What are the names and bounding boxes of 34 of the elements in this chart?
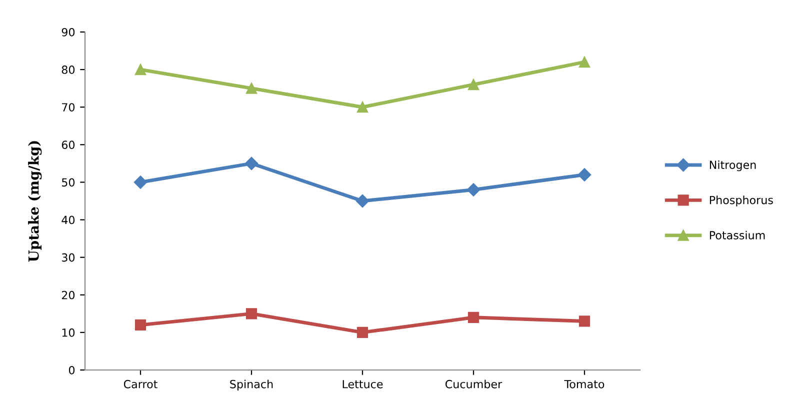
y-tick-label: 0 — [68, 366, 75, 374]
y-tick-label: 70 — [62, 103, 75, 112]
point — [246, 308, 258, 320]
x-tick-label: Cucumber — [446, 380, 502, 388]
point — [356, 194, 370, 208]
x-tick-label: Carrot — [124, 380, 158, 388]
point — [356, 102, 368, 113]
x-tick-label: Lettuce — [342, 380, 383, 388]
y-tick-label: 50 — [62, 178, 75, 187]
legend-label: Phosphorus — [710, 196, 773, 206]
y-tick-label: 60 — [62, 140, 75, 150]
y-tick-label: 90 — [62, 28, 75, 36]
y-axis-title: Uptake (mg/kg) — [28, 141, 42, 262]
y-tick-label: 30 — [62, 253, 75, 262]
y-tick-label: 40 — [62, 216, 75, 224]
point — [244, 156, 258, 170]
x-tick-label: Tomato — [564, 380, 604, 388]
point — [246, 82, 258, 94]
point — [356, 326, 368, 338]
y-tick-label: 20 — [62, 290, 75, 300]
legend-label: Potassium — [710, 230, 765, 240]
point — [134, 319, 146, 330]
x-tick-label: Spinach — [230, 380, 273, 390]
point — [468, 79, 480, 90]
point — [578, 316, 590, 327]
point — [578, 56, 590, 68]
y-tick-label: 80 — [62, 66, 75, 74]
point — [134, 176, 148, 189]
point — [578, 168, 592, 182]
legend-label: Nitrogen — [710, 160, 756, 172]
point — [468, 312, 480, 323]
point — [134, 64, 146, 76]
y-tick-label: 10 — [62, 328, 75, 337]
point — [466, 183, 480, 196]
